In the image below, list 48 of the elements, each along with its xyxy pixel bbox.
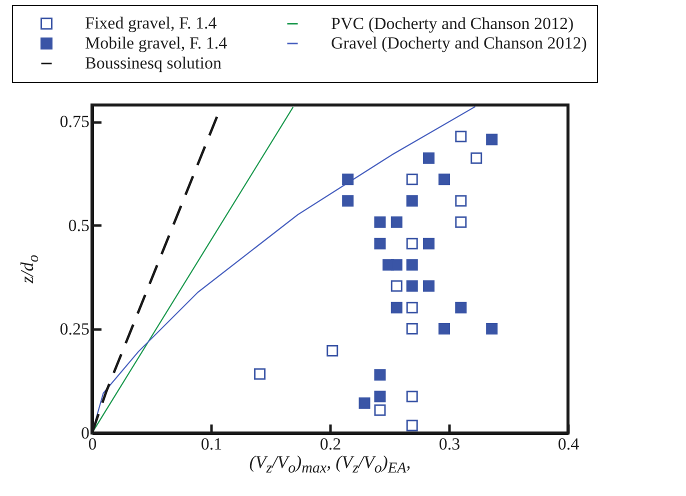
point [406, 390, 418, 402]
x-tick-label: 0.2 [320, 434, 342, 454]
point [406, 195, 418, 207]
legend-label: Boussinesq solution [85, 54, 222, 72]
point [390, 280, 402, 292]
legend-label: Mobile gravel, F. 1.4 [85, 34, 228, 52]
point [342, 195, 354, 207]
x-tick-label: 0.4 [558, 434, 580, 454]
point [406, 420, 418, 432]
point [374, 390, 386, 402]
point [406, 323, 418, 335]
point [455, 130, 467, 142]
point [406, 174, 418, 186]
point [390, 259, 402, 271]
point [455, 195, 467, 207]
point [486, 134, 498, 146]
point [254, 368, 266, 380]
point [342, 174, 354, 186]
point [390, 216, 402, 228]
point [374, 238, 386, 250]
point [423, 238, 435, 250]
point [406, 302, 418, 314]
point [326, 345, 338, 357]
point [438, 174, 450, 186]
point [406, 238, 418, 250]
point [406, 259, 418, 271]
point [423, 152, 435, 164]
legend-label: Fixed gravel, F. 1.4 [85, 14, 218, 33]
x-tick-label: 0.1 [200, 434, 222, 454]
point [374, 216, 386, 228]
point [390, 302, 402, 314]
point [438, 323, 450, 335]
point [455, 216, 467, 228]
y-tick-label: 0.25 [60, 320, 90, 339]
point [486, 323, 498, 335]
point [406, 280, 418, 292]
y-tick-label: 0.5 [68, 216, 90, 235]
legend-label: PVC (Docherty and Chanson 2012) [331, 14, 574, 33]
point [423, 280, 435, 292]
point [374, 369, 386, 381]
text: (V$_{z}$/V$_{o}$)$_{max}$, (V$_{z}$/V$_{o}$)$_{EA}$, [249, 452, 411, 477]
y-tick-label: 0.75 [60, 112, 90, 132]
x-tick-label: 0.3 [438, 434, 460, 454]
legend-label: Gravel (Docherty and Chanson 2012) [331, 34, 587, 52]
point [470, 152, 482, 164]
point [358, 397, 370, 409]
point [455, 302, 467, 314]
point [374, 404, 386, 416]
